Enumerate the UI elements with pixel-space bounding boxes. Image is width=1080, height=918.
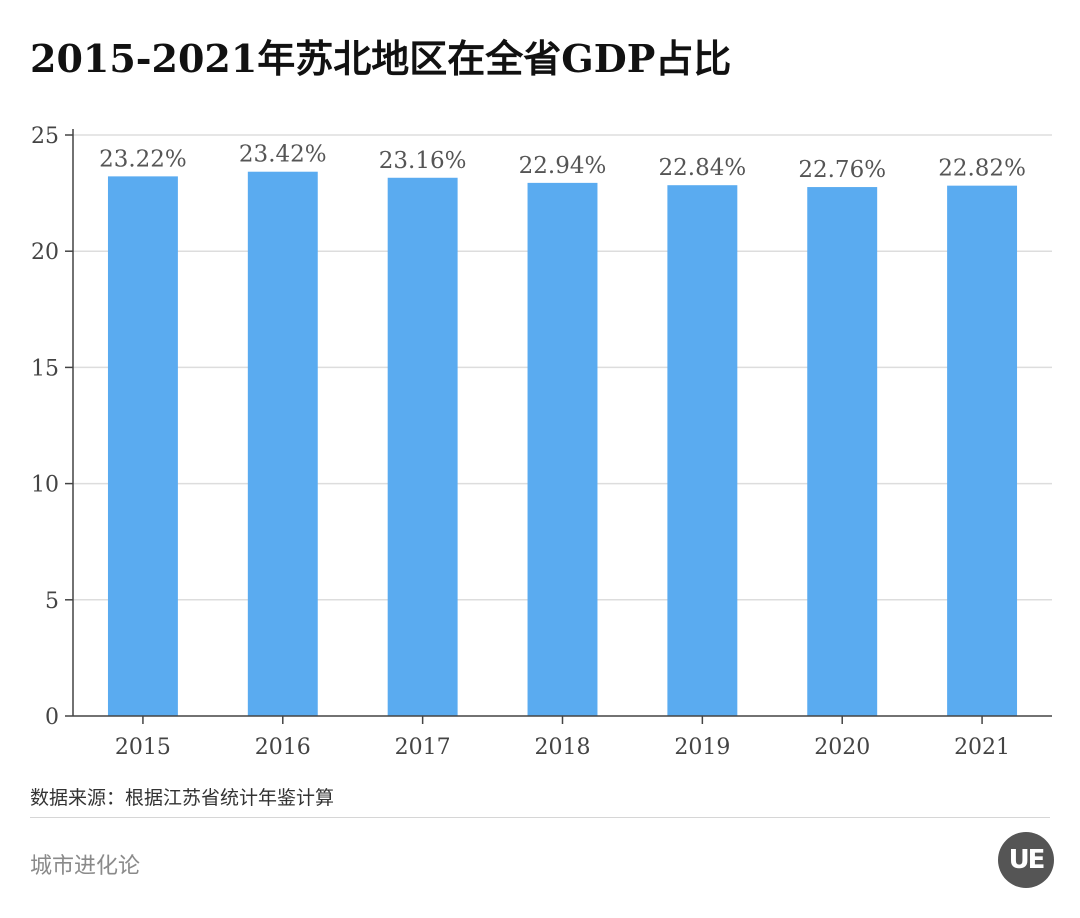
data-label: 22.82% [938, 156, 1026, 182]
data-label: 22.76% [798, 157, 886, 183]
y-tick-label: 25 [31, 124, 59, 149]
x-tick-label: 2020 [814, 735, 870, 760]
bar [387, 177, 458, 716]
brand-name: 城市进化论 [30, 854, 141, 879]
data-label: 23.16% [379, 148, 467, 174]
source-note: 数据来源：根据江苏省统计年鉴计算 [30, 787, 335, 809]
data-label: 23.42% [239, 142, 327, 168]
x-tick-label: 2019 [674, 735, 730, 760]
bar-chart: 0 5 10 15 20 25 23.22% 2015 23.42% 2016 23.16% 2017… [31, 124, 1052, 760]
brand-logo-text: UE [1008, 845, 1046, 875]
bar [527, 182, 598, 717]
x-tick-label: 2015 [115, 735, 171, 760]
chart-title: 2015-2021年苏北地区在全省GDP占比 [30, 36, 732, 81]
brand-logo: UE [998, 832, 1054, 888]
divider [30, 817, 1050, 818]
y-tick-label: 20 [31, 240, 59, 265]
y-tick-label: 5 [45, 589, 59, 614]
y-tick-label: 0 [45, 705, 59, 730]
x-tick-label: 2021 [954, 735, 1010, 760]
x-tick-label: 2018 [535, 735, 591, 760]
bar [107, 176, 178, 717]
y-tick-label: 10 [31, 473, 59, 498]
x-tick-label: 2016 [255, 735, 311, 760]
y-tick-label: 15 [31, 356, 59, 381]
bar [807, 187, 878, 716]
data-label: 22.84% [659, 155, 747, 181]
data-label: 23.22% [99, 146, 187, 172]
bar [667, 185, 738, 717]
data-label: 22.94% [519, 153, 607, 179]
bar [247, 171, 318, 717]
bar [947, 185, 1018, 716]
x-tick-label: 2017 [395, 735, 451, 760]
